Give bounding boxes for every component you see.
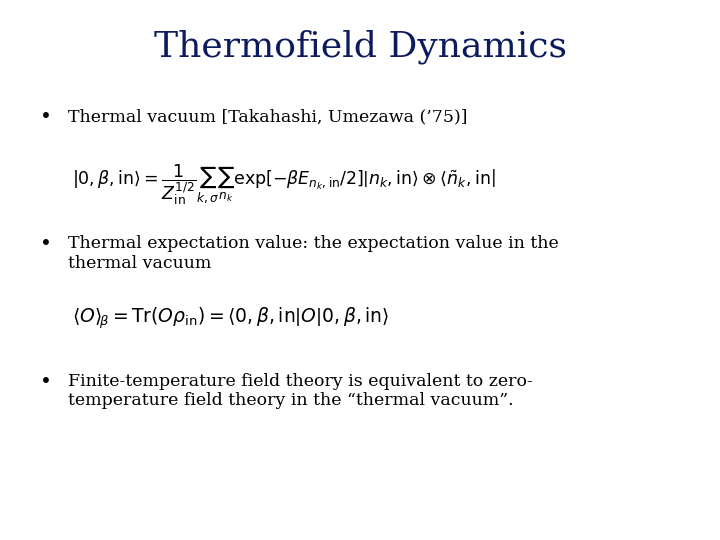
Text: •: • — [40, 235, 51, 254]
Text: Thermofield Dynamics: Thermofield Dynamics — [153, 30, 567, 64]
Text: Finite-temperature field theory is equivalent to zero-
temperature field theory : Finite-temperature field theory is equiv… — [68, 373, 534, 409]
Text: •: • — [40, 108, 51, 127]
Text: $\left\langle O\right\rangle_{\!\beta} = \mathrm{Tr}(O\rho_{\mathrm{in}})= \left: $\left\langle O\right\rangle_{\!\beta} =… — [72, 305, 390, 330]
Text: Thermal expectation value: the expectation value in the
thermal vacuum: Thermal expectation value: the expectati… — [68, 235, 559, 272]
Text: •: • — [40, 373, 51, 392]
Text: $\left|0,\beta,\mathrm{in}\right\rangle = \dfrac{1}{Z_{\mathrm{in}}^{1/2}}\sum_{: $\left|0,\beta,\mathrm{in}\right\rangle … — [72, 162, 495, 207]
Text: Thermal vacuum [Takahashi, Umezawa (’75)]: Thermal vacuum [Takahashi, Umezawa (’75)… — [68, 108, 468, 125]
